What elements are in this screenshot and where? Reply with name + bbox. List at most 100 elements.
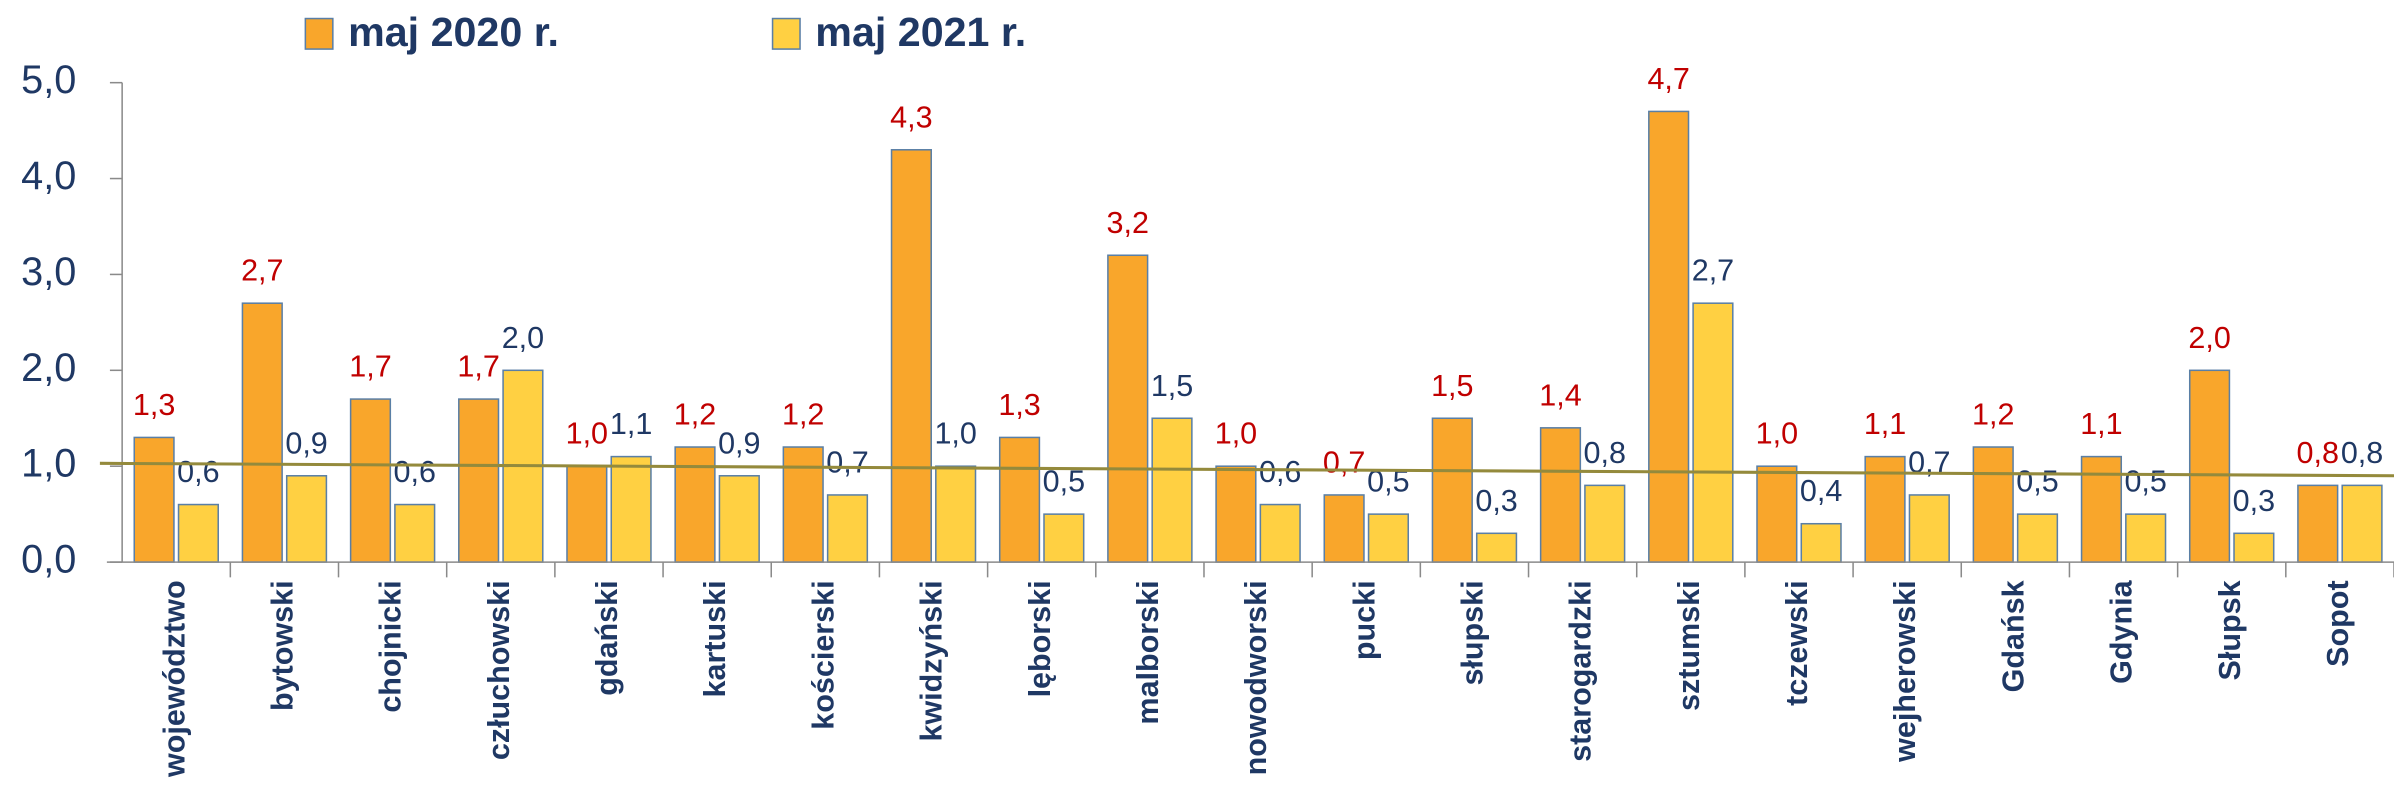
bar: [1692, 302, 1734, 563]
bar: [1908, 494, 1950, 563]
bar: [241, 302, 283, 563]
data-label: 1,7: [349, 350, 391, 384]
x-tick-label: wejherowski: [1888, 580, 1922, 762]
bar: [826, 494, 869, 563]
data-label: 0,5: [1043, 465, 1085, 499]
bar: [1367, 513, 1410, 563]
data-label: 1,2: [1972, 398, 2014, 432]
bar: [1107, 254, 1149, 563]
data-label: 2,0: [502, 321, 544, 355]
data-label: 0,6: [394, 455, 436, 489]
x-tick-label: starogardzki: [1564, 580, 1598, 761]
data-label: 0,6: [1259, 455, 1301, 489]
bar: [458, 398, 500, 563]
bar: [2233, 532, 2275, 563]
bar: [177, 503, 219, 563]
data-label: 0,9: [718, 426, 760, 460]
x-tick-label: Sopot: [2321, 580, 2355, 666]
bar: [2125, 513, 2167, 563]
y-tick-label: 4,0: [21, 154, 76, 198]
bar: [285, 475, 328, 563]
bar: [1972, 446, 2014, 563]
bar: [2188, 369, 2231, 563]
bar: [782, 446, 824, 563]
data-label: 0,7: [826, 445, 868, 479]
x-tick-label: bytowski: [265, 580, 299, 711]
data-label: 0,8: [2297, 436, 2339, 470]
data-label: 3,2: [1107, 206, 1149, 240]
data-label: 0,3: [1475, 484, 1517, 518]
x-tick-label: kartuski: [698, 580, 732, 697]
x-tick-label: pucki: [1347, 580, 1381, 660]
bar: [1539, 427, 1582, 563]
y-tick-label: 0,0: [21, 538, 76, 582]
data-label: 1,4: [1539, 378, 1581, 412]
legend-label: maj 2020 r.: [348, 9, 559, 55]
x-tick-label: malborski: [1131, 580, 1165, 724]
bar: [1431, 417, 1473, 563]
data-label: 2,7: [241, 254, 283, 288]
data-label: 1,1: [1864, 407, 1906, 441]
x-tick-label: województwo: [157, 580, 191, 778]
bar: [674, 446, 716, 563]
data-label: 1,0: [1756, 417, 1798, 451]
x-tick-label: człuchowski: [482, 580, 516, 760]
bar: [890, 149, 932, 563]
bar: [133, 436, 175, 563]
data-label: 0,5: [2124, 465, 2166, 499]
data-label: 4,3: [890, 100, 932, 134]
bar: [1800, 522, 1842, 563]
x-tick-label: chojnicki: [374, 580, 408, 712]
bar: [1043, 513, 1085, 563]
data-label: 1,1: [2080, 407, 2122, 441]
x-tick-label: Gdańsk: [1996, 580, 2030, 692]
x-tick-label: gdański: [590, 580, 624, 695]
data-label: 2,0: [2188, 321, 2230, 355]
bar: [394, 503, 436, 563]
data-label: 1,3: [133, 388, 175, 422]
data-label: 1,1: [610, 407, 652, 441]
data-label: 0,4: [1800, 474, 1842, 508]
bar: [1215, 465, 1257, 563]
bar: [1756, 465, 1798, 563]
data-label: 4,7: [1647, 62, 1689, 96]
bar: [998, 436, 1041, 563]
x-tick-label: kościerski: [806, 580, 840, 729]
data-label: 0,3: [2233, 484, 2275, 518]
data-label: 1,3: [998, 388, 1040, 422]
x-tick-label: Gdynia: [2105, 579, 2139, 683]
data-label: 1,0: [566, 417, 608, 451]
x-tick-label: Słupsk: [2213, 580, 2247, 680]
data-label: 1,5: [1431, 369, 1473, 403]
data-label: 0,6: [177, 455, 219, 489]
bar: [1151, 417, 1193, 563]
x-tick-label: słupski: [1456, 580, 1490, 685]
x-tick-label: kwidzyński: [915, 580, 949, 741]
data-label: 2,7: [1692, 254, 1734, 288]
bar: [2080, 455, 2123, 563]
data-label: 1,2: [782, 398, 824, 432]
x-tick-label: sztumski: [1672, 580, 1706, 711]
bar: [935, 465, 977, 563]
bar: [610, 455, 652, 563]
data-label: 1,0: [934, 417, 976, 451]
data-label: 0,5: [2016, 465, 2058, 499]
bar: [2016, 513, 2059, 563]
data-label: 1,5: [1151, 369, 1193, 403]
data-label: 0,8: [1584, 436, 1626, 470]
legend-swatch: [304, 17, 334, 50]
bar: [349, 398, 392, 563]
bar: [1323, 494, 1365, 563]
data-label: 1,2: [674, 398, 716, 432]
y-tick-label: 3,0: [21, 250, 76, 294]
data-label: 0,7: [1323, 445, 1365, 479]
data-label: 1,0: [1215, 417, 1257, 451]
x-tick-label: nowodworski: [1239, 580, 1273, 775]
legend-swatch: [771, 17, 801, 50]
y-tick-label: 2,0: [21, 346, 76, 390]
bar: [2341, 484, 2383, 563]
x-tick-label: lęborski: [1023, 580, 1057, 697]
bar: [718, 475, 760, 563]
